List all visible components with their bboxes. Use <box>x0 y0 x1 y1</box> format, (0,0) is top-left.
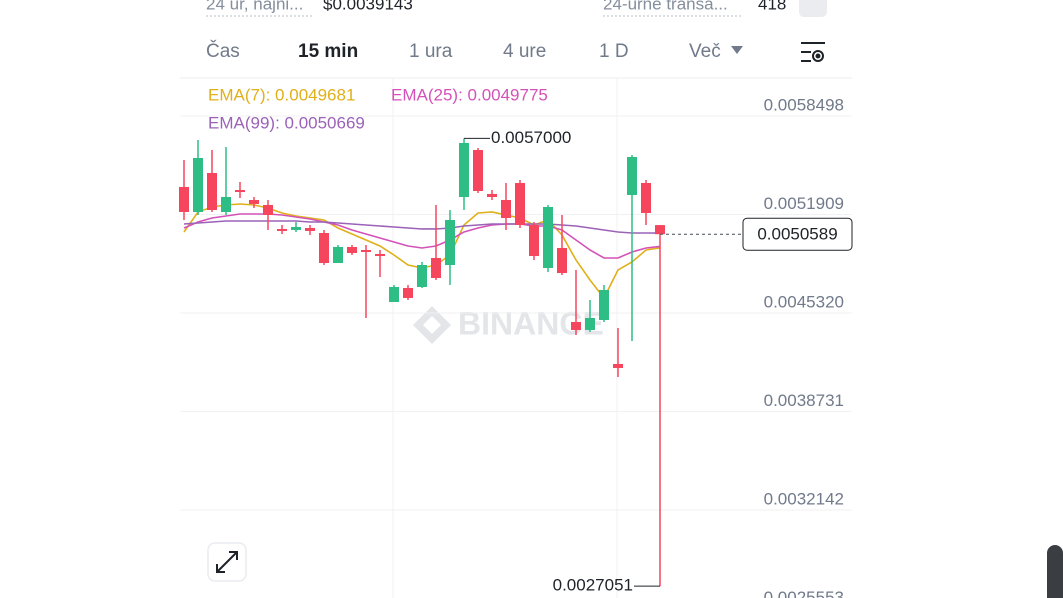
stat-value: 418 <box>758 0 786 13</box>
candle-body <box>473 149 483 192</box>
candle-body <box>459 142 469 197</box>
candle-body <box>221 196 231 212</box>
y-tick-label: 0.0025553 <box>764 588 844 598</box>
legend-entry: EMA(25): 0.0049775 <box>391 85 548 104</box>
max-marker-label: 0.0057000 <box>491 128 571 147</box>
tab[interactable]: Čas <box>206 40 240 62</box>
candle-body <box>487 193 497 197</box>
candle-body <box>599 289 609 320</box>
candle-body <box>641 183 651 213</box>
candle-body <box>389 286 399 302</box>
candle-body <box>515 183 525 225</box>
candle-body <box>305 227 315 231</box>
candle-body <box>277 228 287 231</box>
button[interactable] <box>799 0 827 17</box>
tab[interactable]: 1 ura <box>409 41 453 62</box>
scrollbar[interactable] <box>1047 545 1063 598</box>
candle-body <box>445 219 455 265</box>
candle-body <box>529 224 539 256</box>
candle-body <box>207 173 217 211</box>
candle-body <box>375 253 385 256</box>
legend-entry: EMA(99): 0.0050669 <box>208 113 365 132</box>
candle-body <box>249 199 259 204</box>
candle-body <box>571 321 581 330</box>
candle-body <box>431 257 441 278</box>
ema-line <box>183 220 661 234</box>
candle-body <box>319 232 329 263</box>
tab-active[interactable]: 15 min <box>298 41 358 62</box>
tab[interactable]: Več <box>689 41 721 62</box>
y-tick-label: 0.0032142 <box>764 489 844 508</box>
min-marker-label: 0.0027051 <box>553 576 633 595</box>
tab[interactable]: 1 D <box>599 41 629 62</box>
y-tick-label: 0.0051909 <box>764 194 844 213</box>
candle-body <box>291 226 301 230</box>
candle-body <box>417 264 427 287</box>
tab[interactable]: 4 ure <box>503 41 546 62</box>
candle-body <box>403 287 413 298</box>
candle-body <box>557 247 567 273</box>
dropdown-arrow <box>731 46 743 54</box>
stat-label: 24 ur, najni... <box>206 0 303 13</box>
y-tick-label: 0.0045320 <box>764 292 844 311</box>
y-tick-label: 0.0038731 <box>764 391 844 410</box>
candle-body <box>333 246 343 263</box>
last-price-label: 0.0050589 <box>757 225 837 244</box>
candle-body <box>543 206 553 268</box>
candle-body <box>655 225 665 235</box>
candle-body <box>613 363 623 368</box>
stat-value: $0.0039143 <box>323 0 413 13</box>
expand-button[interactable] <box>207 542 247 582</box>
candle-body <box>347 246 357 253</box>
settings-icon[interactable] <box>801 42 825 62</box>
candle-body <box>585 317 595 330</box>
candle-body <box>627 156 637 195</box>
legend-entry: EMA(7): 0.0049681 <box>208 85 355 104</box>
candle-body <box>179 186 189 212</box>
last-price-box <box>742 217 853 251</box>
candle-body <box>193 157 203 212</box>
y-tick-label: 0.0058498 <box>764 95 844 114</box>
stat-label: 24-urne transa... <box>603 0 728 13</box>
candle-body <box>235 189 245 193</box>
candle-body <box>263 204 273 215</box>
watermark-text: BINANCE <box>458 305 604 341</box>
candle-body <box>501 199 511 218</box>
plot: 0.0058498 0.0051909 0.0045320 0.0038731 0.00… <box>179 85 853 598</box>
candle-body <box>361 249 371 252</box>
